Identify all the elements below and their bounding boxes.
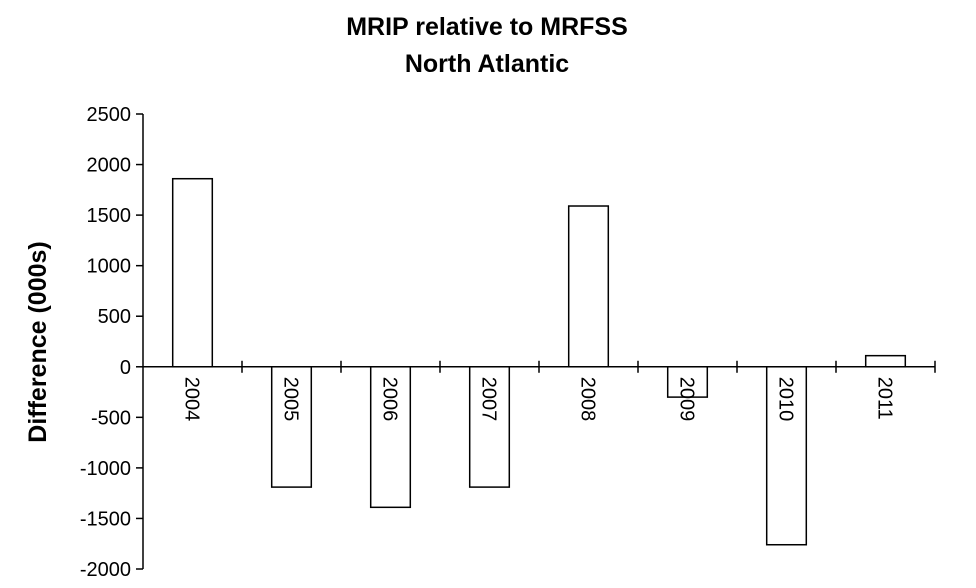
chart-title-line-2: North Atlantic xyxy=(405,50,569,78)
bar-2007 xyxy=(468,366,511,488)
x-tick-label-2011: 2011 xyxy=(874,377,896,420)
y-tick-labels: 2500 2000 1500 1000 500 0 -500 -1000 -1500 -2000 xyxy=(80,104,131,581)
x-tick-label-2010: 2010 xyxy=(775,377,797,422)
y-tick-label: -1000 xyxy=(80,458,131,480)
x-tick-label-2004: 2004 xyxy=(181,377,203,422)
y-tick-label: -1500 xyxy=(80,508,131,530)
x-tick-label-2005: 2005 xyxy=(280,377,302,422)
y-tick-label: -2000 xyxy=(80,559,131,581)
chart-title-line-1: MRIP relative to MRFSS xyxy=(346,13,628,41)
bar-2009 xyxy=(666,366,709,398)
bar-2004 xyxy=(171,177,214,368)
y-tick-label: 0 xyxy=(120,357,131,379)
axes-layer xyxy=(136,113,936,570)
x-tick-label-2009: 2009 xyxy=(676,377,698,422)
x-tick-label-2007: 2007 xyxy=(478,377,500,422)
y-tick-label: -500 xyxy=(91,407,131,429)
bar-2005 xyxy=(270,366,313,488)
y-tick-label: 1500 xyxy=(87,205,132,227)
y-tick-label: 2000 xyxy=(87,155,132,177)
x-tick-label-2006: 2006 xyxy=(379,377,401,422)
bar-2011 xyxy=(864,354,907,368)
y-axis-label: Difference (000s) xyxy=(24,241,52,442)
x-tick-labels: 2004 2005 2006 2007 2008 2009 2010 2011 xyxy=(181,377,896,422)
y-tick-label: 1000 xyxy=(87,256,132,278)
bar-2008 xyxy=(567,205,610,368)
y-tick-label: 500 xyxy=(98,306,131,328)
y-tick-label: 2500 xyxy=(87,104,132,126)
x-tick-label-2008: 2008 xyxy=(577,377,599,422)
bar-2010 xyxy=(765,366,808,546)
